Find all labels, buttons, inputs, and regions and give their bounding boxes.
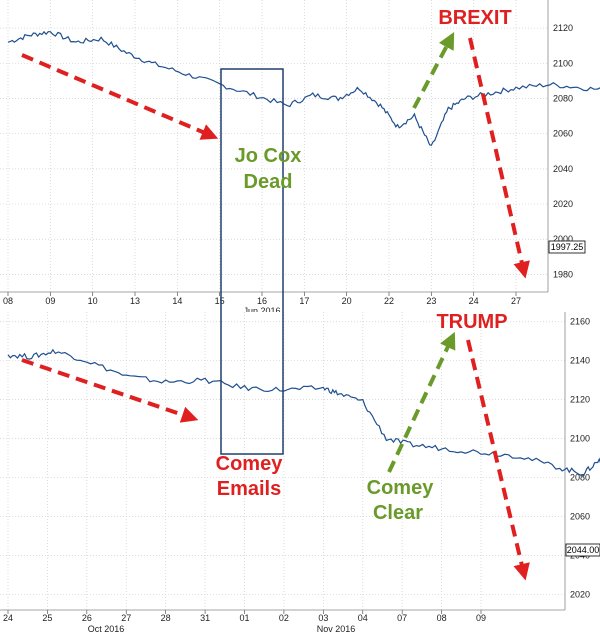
annotation-comey-emails-line1: Comey <box>216 453 284 475</box>
y-tick-label: 2100 <box>570 434 590 444</box>
series-line-top <box>7 30 600 147</box>
annotation-comey-clear-line2: Clear <box>373 502 423 524</box>
last-value-text-bottom: 2044.00 <box>567 545 600 555</box>
last-value-badge-top: 1997.25 <box>548 240 586 254</box>
red-arrow-top-right <box>468 37 530 279</box>
x-tick-label: 10 <box>88 296 98 306</box>
red-arrow-bottom-right <box>466 339 530 581</box>
y-tick-label: 2120 <box>570 395 590 405</box>
last-value-text-top: 1997.25 <box>551 242 584 252</box>
y-tick-label: 2120 <box>553 23 573 33</box>
x-tick-label: 01 <box>239 613 249 623</box>
x-tick-label: 07 <box>397 613 407 623</box>
x-tick-label: 25 <box>42 613 52 623</box>
x-tick-label: 17 <box>299 296 309 306</box>
x-tick-label: 24 <box>3 613 13 623</box>
x-tick-label: 02 <box>279 613 289 623</box>
y-tick-label: 2020 <box>570 589 590 599</box>
panel-top: 1980 2000 2020 2040 2060 2080 2100 2120 08 09 10 1… <box>0 0 600 316</box>
last-value-badge-bottom: 2044.00 <box>565 543 600 557</box>
highlight-box <box>220 68 284 455</box>
x-month-label-top: Jun 2016 <box>243 306 280 316</box>
x-tick-label: 15 <box>215 296 225 306</box>
x-tick-label: 16 <box>257 296 267 306</box>
last-value-box-bottom <box>565 543 600 557</box>
annotation-jo-cox-line1: Jo Cox <box>235 145 302 167</box>
x-tick-label: 23 <box>426 296 436 306</box>
x-tick-label: 04 <box>358 613 368 623</box>
gridlines-top <box>0 0 548 292</box>
annotation-comey-emails-line2: Emails <box>217 478 281 500</box>
red-arrow-top-left <box>21 53 219 140</box>
panel-bottom: 20202040206020802100212021402160 2425262… <box>0 312 600 634</box>
y-tick-label: 2060 <box>553 129 573 139</box>
x-tick-label: 27 <box>511 296 521 306</box>
y-tick-label: 2140 <box>570 356 590 366</box>
y-tick-label: 2080 <box>570 473 590 483</box>
y-axis-bottom: 20202040206020802100212021402160 <box>564 312 590 610</box>
x-month-label-nov: Nov 2016 <box>317 624 356 634</box>
y-tick-label: 2080 <box>553 94 573 104</box>
x-tick-label: 20 <box>342 296 352 306</box>
annotation-comey-clear-line1: Comey <box>367 477 435 499</box>
x-tick-label: 13 <box>130 296 140 306</box>
x-tick-label: 09 <box>45 296 55 306</box>
y-tick-label: 2160 <box>570 317 590 327</box>
annotation-brexit: BREXIT <box>438 7 511 29</box>
y-tick-label: 2100 <box>553 58 573 68</box>
x-tick-label: 31 <box>200 613 210 623</box>
x-tick-label: 28 <box>161 613 171 623</box>
y-tick-label: 2020 <box>553 199 573 209</box>
green-arrow-top <box>412 32 455 109</box>
y-tick-label: 2000 <box>553 234 573 244</box>
plot-area-top <box>0 0 548 292</box>
x-tick-label: 08 <box>3 296 13 306</box>
y-axis-top: 1980 2000 2020 2040 2060 2080 2100 2120 <box>547 0 573 292</box>
x-tick-label: 22 <box>384 296 394 306</box>
x-tick-label: 08 <box>437 613 447 623</box>
green-arrow-bottom <box>387 331 456 473</box>
x-month-label-oct: Oct 2016 <box>88 624 125 634</box>
y-tick-label: 2060 <box>570 512 590 522</box>
x-tick-label: 09 <box>476 613 486 623</box>
x-tick-label: 03 <box>318 613 328 623</box>
x-axis-bottom: 24 25 26 27 28 31 01 02 03 04 07 08 09 <box>0 609 565 623</box>
last-value-box-top <box>548 240 586 254</box>
series-line-bottom <box>7 348 600 477</box>
x-tick-label: 27 <box>121 613 131 623</box>
x-axis-top: 08 09 10 13 14 15 16 17 20 22 23 24 27 <box>0 291 548 306</box>
x-tick-label: 14 <box>172 296 182 306</box>
x-tick-label: 26 <box>82 613 92 623</box>
y-tick-label: 1980 <box>553 269 573 279</box>
y-tick-label: 2040 <box>553 164 573 174</box>
red-arrow-bottom-left <box>21 358 199 423</box>
annotation-jo-cox-line2: Dead <box>244 171 293 193</box>
annotation-trump: TRUMP <box>436 311 507 333</box>
x-tick-label: 24 <box>469 296 479 306</box>
